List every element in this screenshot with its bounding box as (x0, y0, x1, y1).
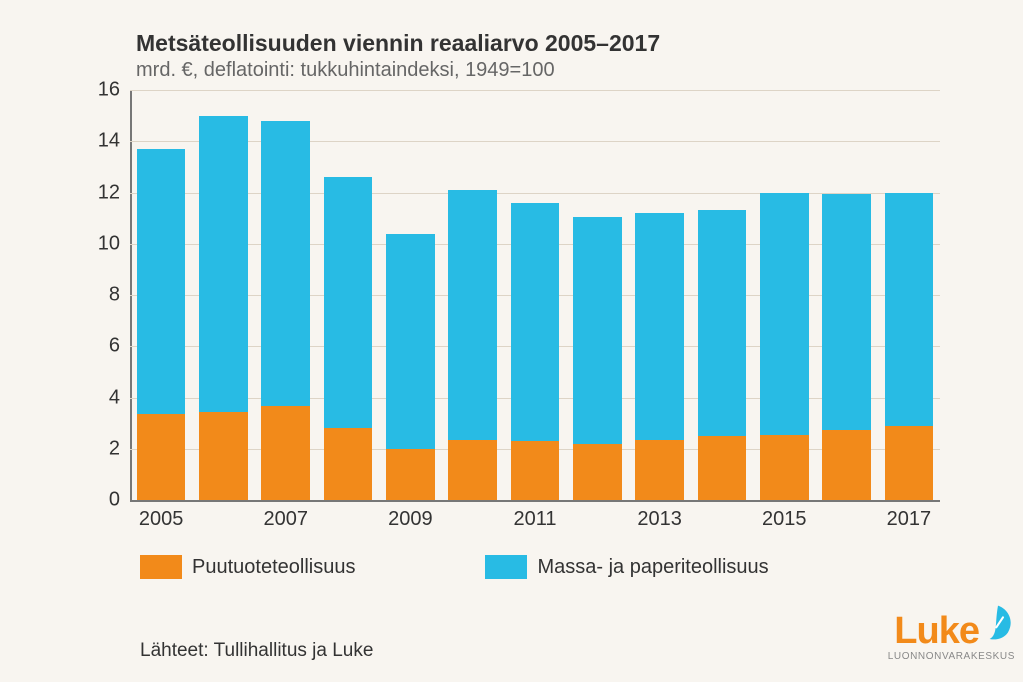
title-block: Metsäteollisuuden viennin reaaliarvo 200… (136, 30, 660, 82)
bar-group (386, 90, 435, 500)
y-tick-label: 10 (70, 232, 120, 255)
bar-segment (386, 449, 435, 500)
bar-segment (511, 203, 560, 441)
logo-sub: LUONNONVARAKESKUS (888, 652, 1015, 662)
bar-segment (199, 412, 248, 500)
legend: Puutuoteteollisuus Massa- ja paperiteoll… (140, 555, 769, 579)
bar-group (199, 90, 248, 500)
x-tick-label: 2011 (513, 508, 556, 531)
y-tick-label: 6 (70, 335, 120, 358)
bar-segment (635, 213, 684, 440)
bar-segment (324, 177, 373, 428)
chart-title: Metsäteollisuuden viennin reaaliarvo 200… (136, 30, 660, 57)
bar-group (324, 90, 373, 500)
y-tick-label: 16 (70, 79, 120, 102)
x-axis (130, 500, 940, 502)
logo-text: Luke (894, 612, 979, 650)
x-tick-label: 2015 (762, 508, 807, 531)
figure-root: Metsäteollisuuden viennin reaaliarvo 200… (0, 0, 1023, 682)
x-tick-label: 2007 (264, 508, 309, 531)
bar-segment (324, 428, 373, 500)
bar-segment (822, 430, 871, 500)
chart-subtitle: mrd. €, deflatointi: tukkuhintaindeksi, … (136, 59, 660, 82)
bar-segment (261, 121, 310, 407)
bar-segment (698, 436, 747, 500)
bar-group (137, 90, 186, 500)
bar-segment (448, 440, 497, 500)
bar-segment (760, 193, 809, 435)
luke-logo: Luke LUONNONVARAKESKUS (888, 604, 1015, 662)
plot-area (130, 90, 940, 500)
legend-item-puutuote: Puutuoteteollisuus (140, 555, 355, 579)
y-tick-label: 14 (70, 130, 120, 153)
bar-segment (199, 116, 248, 412)
y-tick-label: 0 (70, 489, 120, 512)
chart-area: 0246810121416200520072009201120132015201… (60, 90, 940, 510)
sources-label: Lähteet: Tullihallitus ja Luke (140, 640, 373, 662)
bar-segment (448, 190, 497, 440)
y-tick-label: 8 (70, 284, 120, 307)
bar-segment (573, 217, 622, 444)
legend-swatch-massa (485, 555, 527, 579)
bar-segment (137, 149, 186, 414)
bar-group (261, 90, 310, 500)
bar-segment (386, 234, 435, 449)
bar-segment (698, 210, 747, 436)
bar-segment (885, 426, 934, 500)
bar-group (511, 90, 560, 500)
bar-group (448, 90, 497, 500)
bar-segment (511, 441, 560, 500)
y-tick-label: 4 (70, 386, 120, 409)
bar-segment (573, 444, 622, 500)
legend-item-massa: Massa- ja paperiteollisuus (485, 555, 768, 579)
leaf-icon (981, 604, 1015, 644)
legend-label-massa: Massa- ja paperiteollisuus (537, 556, 768, 579)
x-tick-label: 2013 (637, 508, 682, 531)
x-tick-label: 2005 (139, 508, 184, 531)
legend-label-puutuote: Puutuoteteollisuus (192, 556, 355, 579)
bar-group (822, 90, 871, 500)
bar-segment (261, 406, 310, 500)
bar-group (698, 90, 747, 500)
bar-segment (137, 414, 186, 500)
bar-segment (760, 435, 809, 500)
bar-group (635, 90, 684, 500)
y-tick-label: 2 (70, 437, 120, 460)
bar-group (760, 90, 809, 500)
x-tick-label: 2009 (388, 508, 433, 531)
bar-group (573, 90, 622, 500)
bar-segment (885, 193, 934, 426)
bar-segment (635, 440, 684, 500)
bar-segment (822, 194, 871, 430)
y-tick-label: 12 (70, 181, 120, 204)
x-tick-label: 2017 (887, 508, 932, 531)
logo-main: Luke (894, 604, 1015, 650)
bar-group (885, 90, 934, 500)
legend-swatch-puutuote (140, 555, 182, 579)
